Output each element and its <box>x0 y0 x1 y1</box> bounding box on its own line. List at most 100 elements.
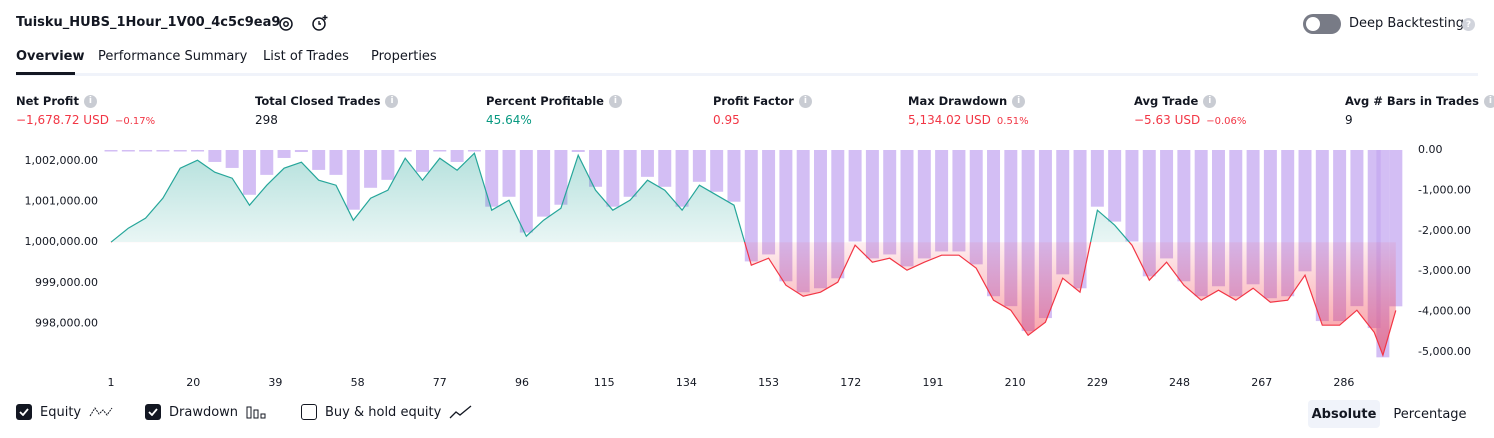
drawdown-bar <box>554 150 568 205</box>
drawdown-bar <box>710 150 724 192</box>
drawdown-bar <box>883 150 897 255</box>
metric-name: Net Profit <box>16 94 79 108</box>
info-icon: i <box>1012 94 1026 108</box>
x-tick-label: 115 <box>594 376 615 389</box>
legend-label: Buy & hold equity <box>325 404 442 420</box>
metric-name: Percent Profitable <box>486 94 604 108</box>
alert-icon[interactable] <box>311 14 329 32</box>
drawdown-bar <box>537 150 551 217</box>
deep-backtesting-toggle[interactable] <box>1303 14 1341 34</box>
drawdown-bar <box>398 150 412 152</box>
drawdown-bar <box>952 150 966 252</box>
metric-label: Avg # Bars in Trades i <box>1345 94 1494 108</box>
drawdown-bar <box>191 150 205 152</box>
metric-name: Avg Trade <box>1134 94 1199 108</box>
drawdown-bar <box>848 150 862 242</box>
checkbox[interactable] <box>301 404 317 420</box>
drawdown-bar <box>156 150 170 152</box>
tab[interactable]: Performance Summary <box>98 49 248 64</box>
y2-tick-label: 0.00 <box>1418 143 1443 156</box>
x-tick-label: 134 <box>676 376 697 389</box>
buy-hold-toggle[interactable]: Buy & hold equity <box>301 404 473 420</box>
drawdown-bar <box>1298 150 1312 272</box>
x-tick-label: 153 <box>758 376 779 389</box>
drawdown-toggle[interactable]: Drawdown <box>145 404 268 420</box>
info-icon: ? <box>1462 18 1475 31</box>
metric-change: 0.51% <box>996 116 1029 127</box>
settings-icon[interactable] <box>277 15 295 33</box>
drawdown-bar <box>900 150 914 267</box>
y2-tick-label: -3,000.00 <box>1418 264 1471 277</box>
metric-value: 45.64% <box>486 113 532 127</box>
x-tick-label: 172 <box>840 376 861 389</box>
drawdown-bar <box>277 150 291 158</box>
drawdown-bar <box>865 150 879 259</box>
x-tick-label: 1 <box>108 376 115 389</box>
drawdown-bar <box>969 150 983 265</box>
checkbox[interactable] <box>16 404 32 420</box>
view-button[interactable]: Absolute <box>1308 400 1380 428</box>
x-tick-label: 210 <box>1005 376 1026 389</box>
legend-label: Drawdown <box>169 404 239 420</box>
drawdown-bar <box>1160 150 1174 259</box>
y2-tick-label: -4,000.00 <box>1418 305 1471 318</box>
metric-value: 0.95 <box>713 113 740 127</box>
chart: 998,000.00 999,000.00 1,000,000.00 1,001,00… <box>25 143 1471 389</box>
metric-label: Max Drawdown i <box>908 94 1026 108</box>
x-tick-label: 96 <box>515 376 529 389</box>
drawdown-bar <box>346 150 360 210</box>
metric-change: −0.06% <box>1206 116 1247 127</box>
metric-number: 9 <box>1345 113 1353 127</box>
buy-hold-icon <box>449 405 472 419</box>
x-tick-label: 39 <box>268 376 282 389</box>
drawdown-bar <box>640 150 654 177</box>
y-tick-label: 1,002,000.00 <box>25 154 98 167</box>
metric-name: Avg # Bars in Trades <box>1345 94 1479 108</box>
metric-value: −5.63 USD −0.06% <box>1134 113 1246 127</box>
drawdown-icon <box>246 406 266 419</box>
y2-tick-label: -2,000.00 <box>1418 224 1471 237</box>
metric-number: −1,678.72 USD <box>16 113 109 127</box>
drawdown-bar <box>658 150 672 187</box>
drawdown-bar <box>312 150 326 170</box>
tab[interactable]: Overview <box>16 49 85 64</box>
drawdown-bar <box>364 150 378 188</box>
drawdown-bar <box>675 150 689 207</box>
drawdown-bar <box>589 150 603 187</box>
info-icon: i <box>83 94 97 108</box>
checkbox[interactable] <box>145 404 161 420</box>
info-icon: i <box>798 94 812 108</box>
equity-area <box>111 153 1396 356</box>
drawdown-bar <box>173 150 187 152</box>
drawdown-bar <box>727 150 741 202</box>
drawdown-bar <box>519 150 533 233</box>
drawdown-bar <box>623 150 637 197</box>
drawdown-bar <box>104 150 118 152</box>
strategy-title: Tuisku_HUBS_1Hour_1V00_4c5c9ea9 <box>16 15 281 30</box>
drawdown-bar <box>260 150 274 175</box>
metric-value: −1,678.72 USD −0.17% <box>16 113 155 127</box>
drawdown-bar <box>935 150 949 252</box>
drawdown-bar <box>225 150 239 168</box>
y-tick-label: 998,000.00 <box>35 316 98 329</box>
drawdown-bar <box>762 150 776 255</box>
metric-label: Net Profit i <box>16 94 97 108</box>
equity-toggle[interactable]: Equity <box>16 404 113 420</box>
drawdown-bar <box>381 150 395 180</box>
tab[interactable]: Properties <box>371 49 437 64</box>
drawdown-bar <box>502 150 516 197</box>
y2-tick-label: -5,000.00 <box>1418 345 1471 358</box>
drawdown-bar <box>571 150 585 152</box>
drawdown-bar <box>917 150 931 259</box>
deep-backtesting-label: Deep Backtesting <box>1349 16 1465 31</box>
equity-icon <box>89 407 113 417</box>
tab[interactable]: List of Trades <box>263 49 349 64</box>
view-button[interactable]: Percentage <box>1393 406 1467 422</box>
metric-number: 298 <box>255 113 278 127</box>
equity-line <box>110 152 1397 358</box>
drawdown-bar <box>294 150 308 153</box>
x-tick-label: 286 <box>1333 376 1354 389</box>
legend-label: Equity <box>40 404 82 420</box>
metric-label: Percent Profitable i <box>486 94 622 108</box>
